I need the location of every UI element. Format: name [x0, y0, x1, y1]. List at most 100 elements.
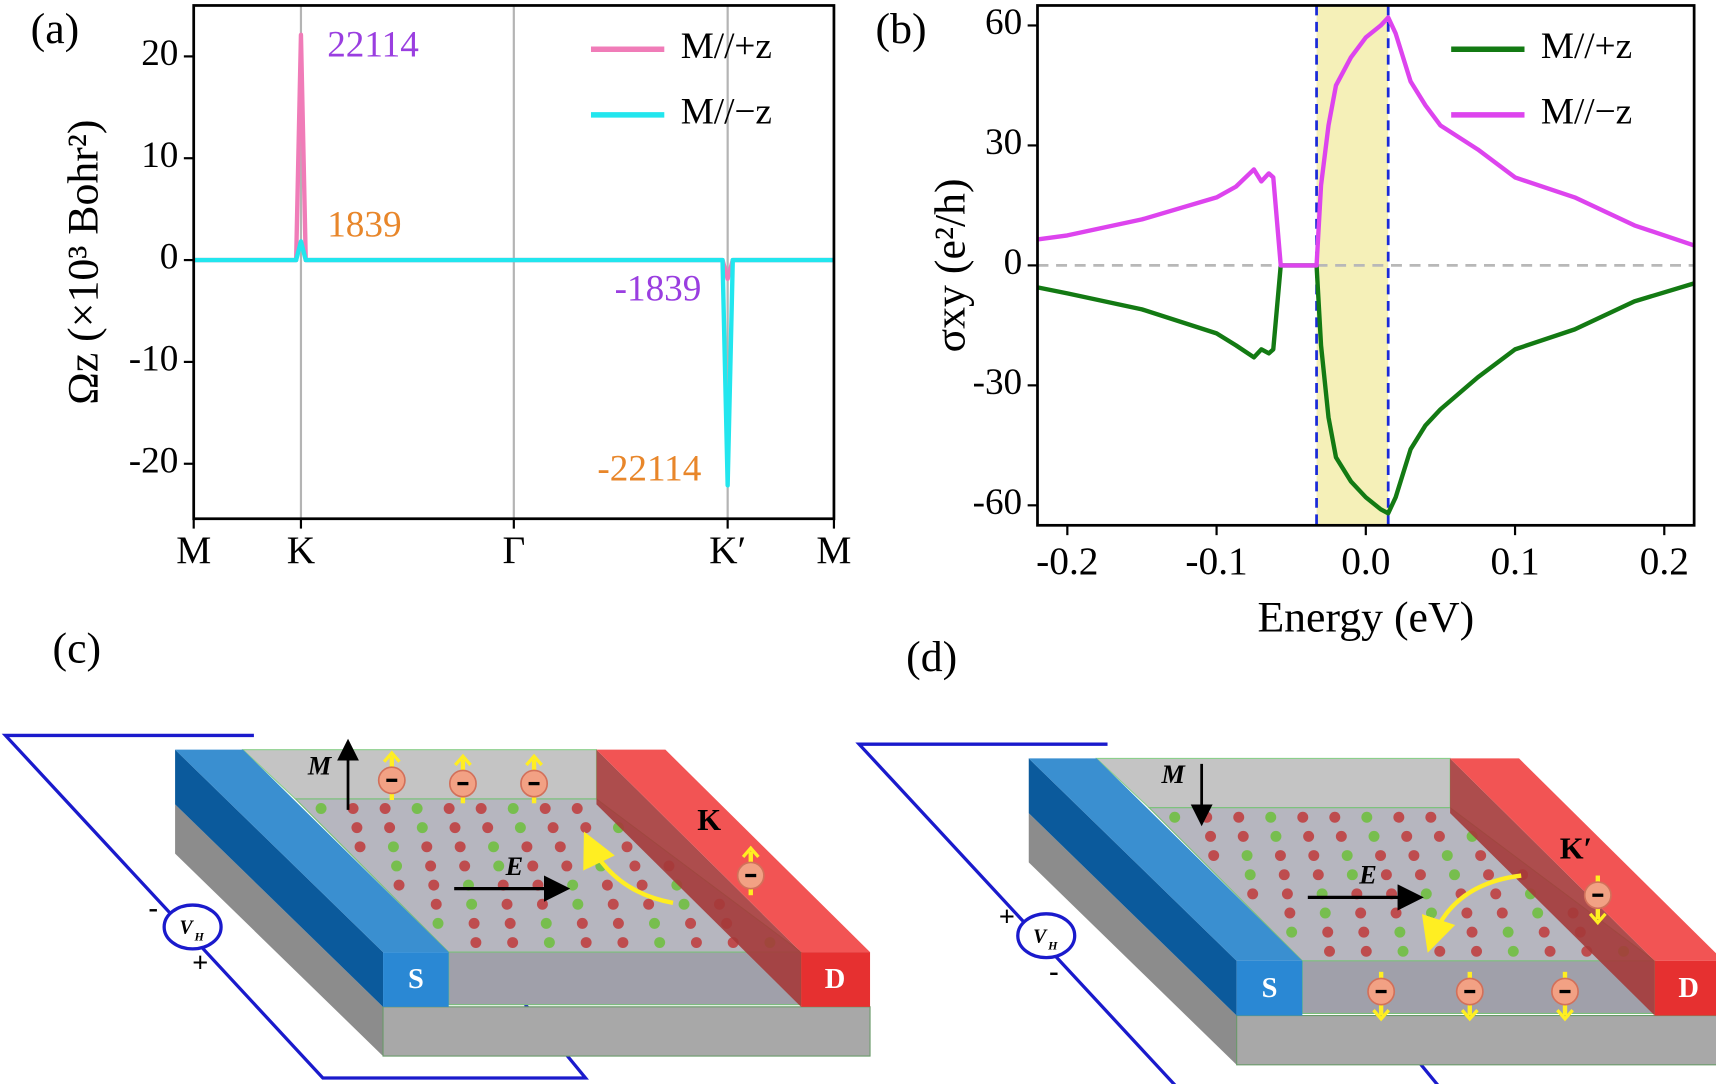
- lattice-atom: [432, 917, 444, 929]
- sign-bottom: +: [192, 948, 208, 979]
- lattice-atom: [1538, 926, 1550, 938]
- lattice-atom: [649, 917, 660, 929]
- source-label: S: [1262, 973, 1278, 1004]
- source-side: [175, 749, 384, 1007]
- lattice-atom: [567, 879, 579, 891]
- deflection-arrow: [1421, 873, 1522, 953]
- y-tick-label: 30: [985, 122, 1022, 163]
- lattice-atom: [1360, 945, 1372, 957]
- lattice-atom: [1483, 869, 1495, 881]
- lattice-atom: [354, 841, 366, 853]
- lattice-atom: [1375, 850, 1387, 862]
- substrate-front: [1236, 1015, 1716, 1066]
- lattice-atom: [482, 822, 494, 834]
- lattice-atom: [1507, 945, 1519, 957]
- back-wall: [1095, 757, 1451, 809]
- lattice-atom: [1461, 907, 1473, 919]
- lattice-atom: [1341, 850, 1353, 862]
- lattice-atom: [572, 898, 584, 910]
- y-tick-label: -30: [973, 362, 1023, 403]
- electron-charge: [1592, 893, 1604, 897]
- lattice-atom: [576, 917, 588, 929]
- lattice-atom: [536, 898, 548, 910]
- lattice-atom: [1425, 907, 1437, 919]
- electron-charge: [528, 781, 540, 786]
- lattice-atom: [421, 841, 433, 853]
- drain-side: [596, 749, 802, 1007]
- lattice-atom: [347, 803, 359, 814]
- lattice-atom: [1244, 869, 1256, 881]
- lattice-atom: [468, 917, 480, 929]
- value-label: 22114: [327, 25, 419, 66]
- lattice-atom: [527, 860, 539, 872]
- lattice-atom: [466, 898, 478, 910]
- lattice-atom: [470, 937, 482, 949]
- lattice-atom: [315, 803, 327, 814]
- valley-label: K: [697, 803, 721, 837]
- lattice-atom: [488, 841, 500, 853]
- x-tick-label: K: [287, 528, 316, 572]
- x-tick-label: M: [816, 528, 851, 572]
- lattice-atom: [507, 803, 519, 814]
- lattice-atom: [540, 917, 552, 929]
- x-tick-label: -0.1: [1185, 539, 1247, 583]
- lattice-atom: [384, 822, 396, 834]
- lattice-atom: [1441, 850, 1453, 862]
- panel-label: (a): [31, 5, 80, 53]
- spin-arrow-head: [454, 753, 472, 767]
- lattice-atom: [654, 937, 666, 949]
- lattice-atom: [1408, 850, 1420, 862]
- lattice-atom: [1265, 811, 1277, 823]
- plot-frame: [1036, 4, 1696, 527]
- drain-front: [801, 952, 871, 1007]
- x-tick-label: 0.2: [1640, 539, 1689, 583]
- lattice-atom: [1286, 926, 1298, 938]
- lattice-atom: [1237, 830, 1249, 842]
- panel-label: (d): [906, 633, 957, 681]
- lattice-atom: [1355, 907, 1367, 919]
- chart: M K Γ K′ M -20 -10 0 10 20 22114 -1839 1839 -22114 M//…: [31, 4, 851, 572]
- lattice-atom: [1297, 811, 1309, 823]
- legend-label: M//+z: [1541, 26, 1632, 67]
- field-label: E: [505, 852, 524, 881]
- lattice-atom: [1322, 926, 1334, 938]
- voltmeter: [162, 903, 223, 951]
- lattice-atom: [690, 937, 702, 949]
- lattice-atom: [1233, 811, 1245, 823]
- lattice-atom: [643, 898, 655, 910]
- x-tick-label: 0.0: [1341, 539, 1390, 583]
- magnetization-label: M: [307, 751, 333, 780]
- lattice-atom: [504, 917, 516, 929]
- lattice-atom: [571, 803, 583, 814]
- lattice-atom: [1278, 869, 1290, 881]
- lattice-atom: [1169, 811, 1181, 823]
- source-front: [1236, 960, 1303, 1016]
- lattice-atom: [425, 860, 437, 872]
- lattice-atom: [507, 937, 519, 949]
- x-tick-label: 0.1: [1490, 539, 1539, 583]
- lattice-atom: [1368, 830, 1380, 842]
- lattice-atom: [1390, 907, 1402, 919]
- lattice-atom: [1324, 945, 1335, 957]
- x-tick-label: K′: [709, 528, 746, 572]
- lattice-atom: [428, 879, 440, 891]
- y-tick-label: 20: [141, 33, 178, 74]
- source-top: [175, 749, 449, 953]
- spin-arrow-head: [1588, 912, 1607, 926]
- drain-label: D: [825, 964, 846, 995]
- y-tick-label: -10: [129, 338, 179, 379]
- y-tick-label: -20: [129, 440, 179, 481]
- lattice-atom: [1247, 888, 1259, 900]
- lattice-atom: [607, 898, 619, 910]
- lattice-atom: [1496, 907, 1508, 919]
- lattice-atom: [449, 822, 461, 834]
- lattice-atom: [387, 841, 399, 853]
- device-diagram: (d) S D V H + - M E K′: [855, 633, 1716, 1084]
- y-tick-label: 0: [160, 237, 179, 278]
- lattice-atom: [1414, 869, 1426, 881]
- lattice-atom: [454, 841, 466, 853]
- lattice-atom: [1393, 811, 1405, 823]
- voltmeter: [1016, 912, 1077, 960]
